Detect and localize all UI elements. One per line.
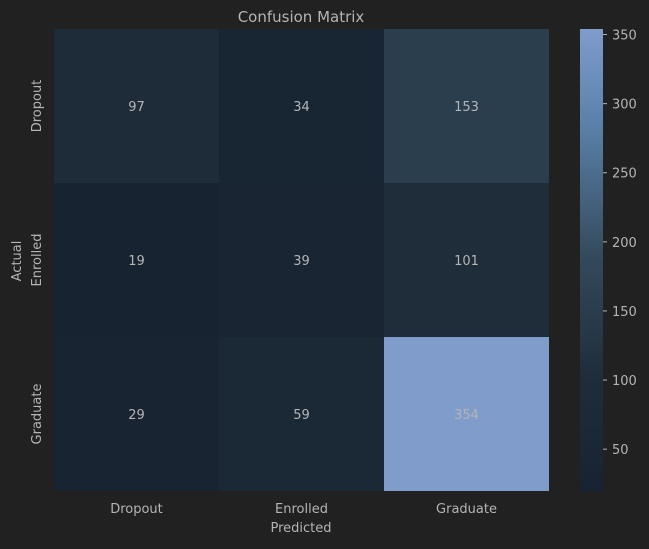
cell-value-label: 29 — [128, 408, 145, 423]
colorbar-tick-label: 150 — [612, 305, 637, 320]
y-tick-label-graduate: Graduate — [30, 384, 45, 445]
colorbar-tick-label: 300 — [612, 98, 637, 113]
heatmap-cell-enrolled-enrolled — [219, 183, 384, 337]
cell-value-label: 39 — [293, 254, 310, 269]
colorbar-tick-label: 200 — [612, 236, 637, 251]
colorbar-ticks: 50 100 150 200 250 300 350 — [603, 29, 637, 458]
y-axis-tick-labels: Dropout Enrolled Graduate — [30, 80, 45, 445]
y-tick-label-dropout: Dropout — [30, 80, 45, 133]
cell-value-label: 19 — [128, 254, 145, 269]
heatmap-cell-enrolled-graduate — [384, 183, 549, 337]
cell-value-label: 97 — [128, 100, 145, 115]
heatmap-cell-graduate-enrolled — [219, 337, 384, 491]
heatmap-cells — [54, 29, 549, 491]
heatmap-cell-dropout-graduate — [384, 29, 549, 183]
y-tick-label-enrolled: Enrolled — [30, 234, 45, 287]
x-tick-label-dropout: Dropout — [110, 502, 163, 517]
colorbar-tick-label: 350 — [612, 29, 637, 44]
cell-value-label: 34 — [293, 100, 310, 115]
heatmap-cell-labels: 97 34 153 19 39 101 29 59 354 — [128, 100, 479, 423]
heatmap-cell-graduate-dropout — [54, 337, 219, 491]
colorbar-tick-label: 100 — [612, 374, 637, 389]
x-tick-label-enrolled: Enrolled — [275, 502, 328, 517]
cell-value-label: 153 — [454, 100, 479, 115]
x-axis-label: Predicted — [270, 521, 331, 536]
colorbar — [580, 29, 603, 492]
heatmap-cell-enrolled-dropout — [54, 183, 219, 337]
heatmap-cell-graduate-graduate — [384, 337, 549, 491]
x-tick-label-graduate: Graduate — [436, 502, 497, 517]
colorbar-tick-label: 50 — [612, 443, 629, 458]
colorbar-tick-label: 250 — [612, 167, 637, 182]
heatmap-cell-dropout-dropout — [54, 29, 219, 183]
cell-value-label: 101 — [454, 254, 479, 269]
x-axis-tick-labels: Dropout Enrolled Graduate — [110, 502, 497, 517]
chart-title: Confusion Matrix — [238, 8, 365, 26]
cell-value-label: 59 — [293, 408, 310, 423]
cell-value-label: 354 — [454, 408, 479, 423]
y-axis-label: Actual — [10, 241, 25, 282]
heatmap-cell-dropout-enrolled — [219, 29, 384, 183]
